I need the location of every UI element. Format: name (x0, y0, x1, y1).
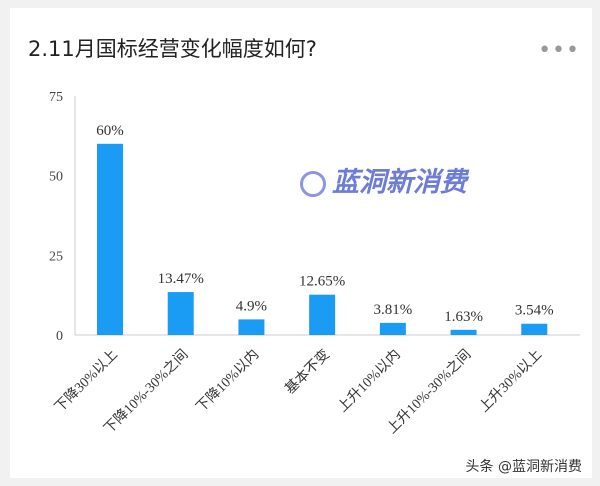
bar (309, 294, 336, 335)
category-label: 下降10%以内 (193, 347, 262, 416)
bar (97, 143, 123, 335)
bar (521, 323, 548, 335)
watermark-text: 蓝洞新消费 (332, 167, 467, 198)
data-label: 60% (96, 123, 124, 139)
data-label: 13.47% (158, 271, 204, 287)
footer-credit: 头条 @蓝洞新消费 (465, 459, 582, 475)
bar (238, 319, 265, 335)
bar (379, 322, 406, 335)
bar (167, 292, 194, 335)
category-label: 基本不变 (281, 346, 333, 398)
category-label: 上升30%以上 (476, 347, 545, 416)
y-tick-label: 25 (49, 249, 63, 264)
data-label: 12.65% (299, 274, 345, 290)
data-label: 1.63% (444, 309, 483, 325)
y-tick-label: 75 (49, 90, 63, 105)
category-label: 上升10%以内 (335, 347, 404, 416)
question-title: 2.11月国标经营变化幅度如何? (28, 37, 317, 61)
y-tick-label: 50 (49, 170, 63, 185)
more-horizontal-icon[interactable]: ••• (538, 38, 580, 63)
eye-logo-icon (300, 170, 326, 197)
data-label: 3.81% (373, 302, 412, 318)
watermark: 蓝洞新消费 (300, 160, 467, 199)
bar (450, 329, 477, 335)
category-label: 下降30%以上 (52, 347, 121, 416)
y-tick-label: 0 (56, 329, 63, 344)
data-label: 3.54% (515, 303, 554, 319)
data-label: 4.9% (236, 298, 267, 314)
